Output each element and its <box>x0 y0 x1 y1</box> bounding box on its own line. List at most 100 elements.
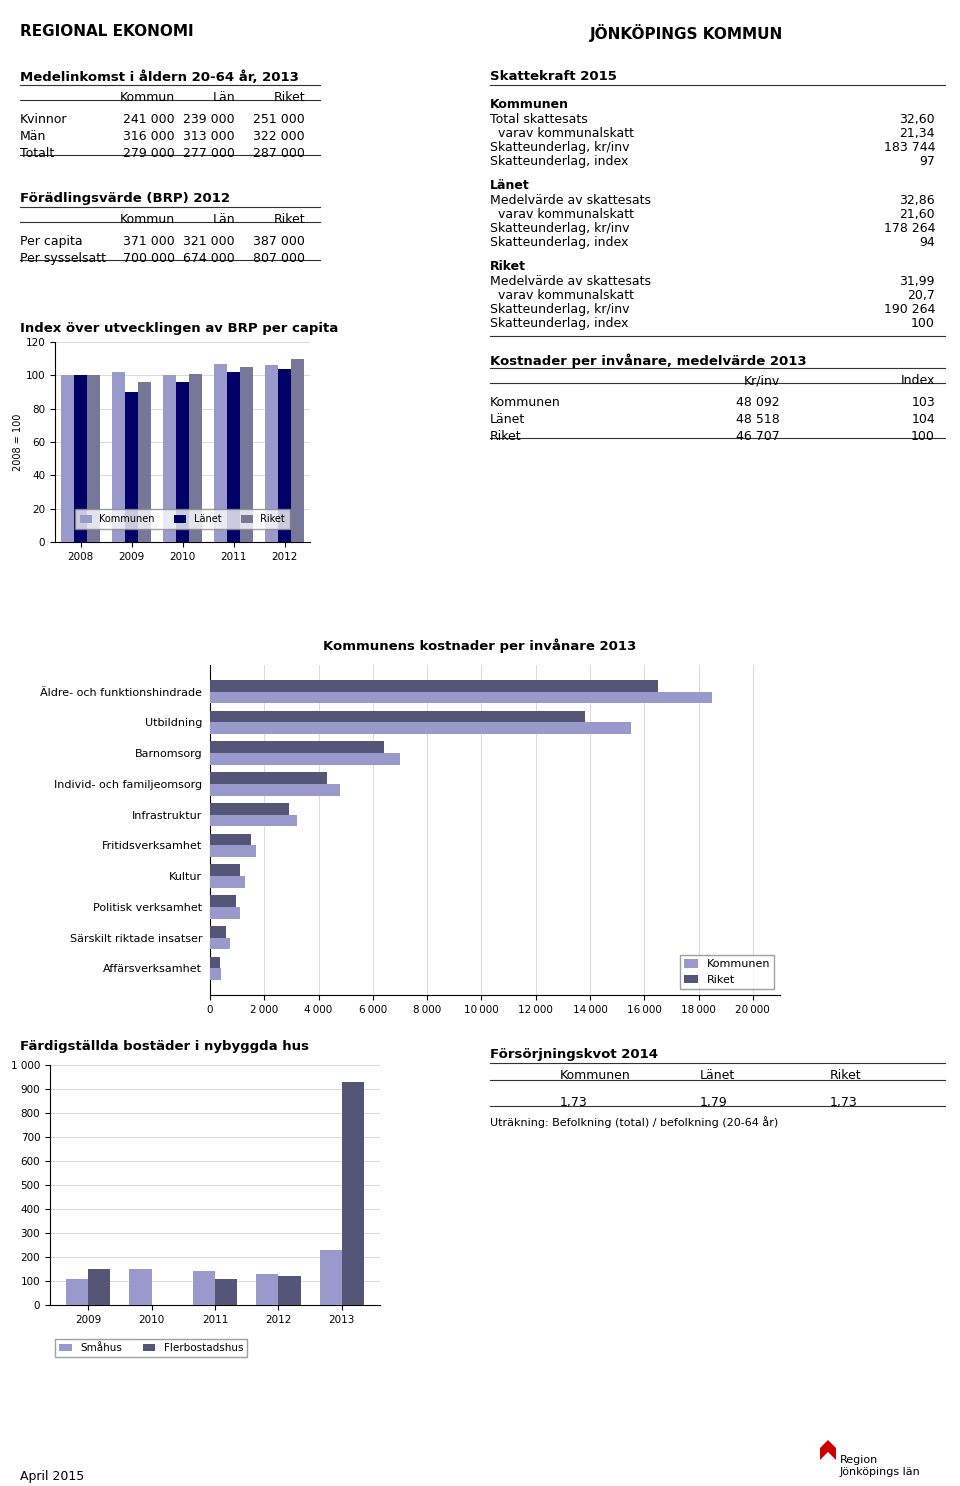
Text: Kommunen: Kommunen <box>490 98 569 111</box>
Text: 100: 100 <box>911 317 935 330</box>
Legend: Kommunen, Länet, Riket: Kommunen, Länet, Riket <box>75 510 290 529</box>
Text: 103: 103 <box>911 395 935 409</box>
Text: Län: Län <box>212 212 235 226</box>
Text: Kvinnor: Kvinnor <box>20 113 67 126</box>
Bar <box>228 372 240 542</box>
Bar <box>210 906 240 918</box>
Text: Medelvärde av skattesats: Medelvärde av skattesats <box>490 275 651 288</box>
Text: 21,34: 21,34 <box>900 126 935 140</box>
Bar <box>210 742 384 753</box>
Polygon shape <box>820 1440 836 1461</box>
Text: Region: Region <box>840 1455 878 1465</box>
Text: 316 000: 316 000 <box>124 129 175 143</box>
Text: 313 000: 313 000 <box>183 129 235 143</box>
Text: Län: Län <box>212 91 235 104</box>
Text: REGIONAL EKONOMI: REGIONAL EKONOMI <box>20 24 194 39</box>
Text: 190 264: 190 264 <box>883 303 935 317</box>
Legend: Småhus, Flerbostadshus: Småhus, Flerbostadshus <box>56 1339 248 1357</box>
Text: Skatteunderlag, index: Skatteunderlag, index <box>490 236 629 250</box>
Bar <box>138 382 151 542</box>
Text: Kommunen: Kommunen <box>490 395 561 409</box>
Text: Skattekraft 2015: Skattekraft 2015 <box>490 70 617 83</box>
Bar <box>112 372 125 542</box>
Bar <box>210 957 220 969</box>
Text: 1,79: 1,79 <box>700 1097 728 1109</box>
Text: Medelinkomst i åldern 20-64 år, 2013: Medelinkomst i åldern 20-64 år, 2013 <box>20 70 299 83</box>
Text: 1,73: 1,73 <box>830 1097 857 1109</box>
Text: 321 000: 321 000 <box>183 235 235 248</box>
Text: 32,60: 32,60 <box>900 113 935 126</box>
Bar <box>88 1269 110 1305</box>
Text: Kostnader per invånare, medelvärde 2013: Kostnader per invånare, medelvärde 2013 <box>490 354 806 367</box>
Text: 251 000: 251 000 <box>253 113 305 126</box>
Text: 239 000: 239 000 <box>183 113 235 126</box>
Text: 674 000: 674 000 <box>183 253 235 265</box>
Text: 48 092: 48 092 <box>736 395 780 409</box>
Text: Total skattesats: Total skattesats <box>490 113 588 126</box>
Bar <box>210 938 230 950</box>
Text: Skatteunderlag, kr/inv: Skatteunderlag, kr/inv <box>490 141 630 155</box>
Bar <box>278 1276 300 1305</box>
Text: Index över utvecklingen av BRP per capita: Index över utvecklingen av BRP per capit… <box>20 322 338 334</box>
Text: 387 000: 387 000 <box>253 235 305 248</box>
Bar <box>210 969 221 979</box>
Bar <box>176 382 189 542</box>
Bar <box>256 1274 278 1305</box>
Text: Kommun: Kommun <box>120 212 175 226</box>
Text: Riket: Riket <box>274 212 305 226</box>
Bar <box>61 376 74 542</box>
Bar <box>66 1278 88 1305</box>
Bar <box>210 877 246 887</box>
Text: Färdigställda bostäder i nybyggda hus: Färdigställda bostäder i nybyggda hus <box>20 1040 309 1054</box>
Text: Riket: Riket <box>490 429 521 443</box>
Bar <box>215 1278 237 1305</box>
Text: varav kommunalskatt: varav kommunalskatt <box>498 126 634 140</box>
Bar <box>265 366 278 542</box>
Text: 371 000: 371 000 <box>123 235 175 248</box>
Bar <box>291 358 303 542</box>
Bar <box>86 376 100 542</box>
Bar <box>214 364 228 542</box>
Text: Uträkning: Befolkning (total) / befolkning (20-64 år): Uträkning: Befolkning (total) / befolkni… <box>490 1116 779 1128</box>
Text: Män: Män <box>20 129 46 143</box>
Text: Totalt: Totalt <box>20 147 55 160</box>
Bar <box>210 785 340 795</box>
Text: Kommunens kostnader per invånare 2013: Kommunens kostnader per invånare 2013 <box>324 637 636 652</box>
Text: Per sysselsatt: Per sysselsatt <box>20 253 106 265</box>
Text: Länet: Länet <box>700 1068 735 1082</box>
Bar <box>210 846 256 857</box>
Bar <box>342 1082 364 1305</box>
Text: 277 000: 277 000 <box>183 147 235 160</box>
Text: Länet: Länet <box>490 413 525 426</box>
Text: April 2015: April 2015 <box>20 1470 84 1483</box>
Text: 32,86: 32,86 <box>900 195 935 207</box>
Text: Skatteunderlag, kr/inv: Skatteunderlag, kr/inv <box>490 221 630 235</box>
Bar <box>278 369 291 542</box>
Text: Index: Index <box>900 374 935 386</box>
Text: Per capita: Per capita <box>20 235 83 248</box>
Bar <box>130 1269 152 1305</box>
Bar <box>163 376 176 542</box>
Bar <box>210 865 240 877</box>
Text: 279 000: 279 000 <box>123 147 175 160</box>
Y-axis label: 2008 = 100: 2008 = 100 <box>12 413 23 471</box>
Text: 287 000: 287 000 <box>253 147 305 160</box>
Bar <box>210 722 631 734</box>
Bar <box>210 773 326 785</box>
Bar <box>210 691 712 703</box>
Bar <box>74 376 86 542</box>
Text: 20,7: 20,7 <box>907 288 935 302</box>
Text: 21,60: 21,60 <box>900 208 935 221</box>
Text: 178 264: 178 264 <box>883 221 935 235</box>
Legend: Kommunen, Riket: Kommunen, Riket <box>680 955 775 990</box>
Text: 31,99: 31,99 <box>900 275 935 288</box>
Text: Riket: Riket <box>490 260 526 273</box>
Bar <box>240 367 252 542</box>
Bar <box>320 1250 342 1305</box>
Text: 1,73: 1,73 <box>560 1097 588 1109</box>
Text: 104: 104 <box>911 413 935 426</box>
Text: 97: 97 <box>919 155 935 168</box>
Text: 48 518: 48 518 <box>736 413 780 426</box>
Text: 322 000: 322 000 <box>253 129 305 143</box>
Text: Försörjningskvot 2014: Försörjningskvot 2014 <box>490 1048 658 1061</box>
